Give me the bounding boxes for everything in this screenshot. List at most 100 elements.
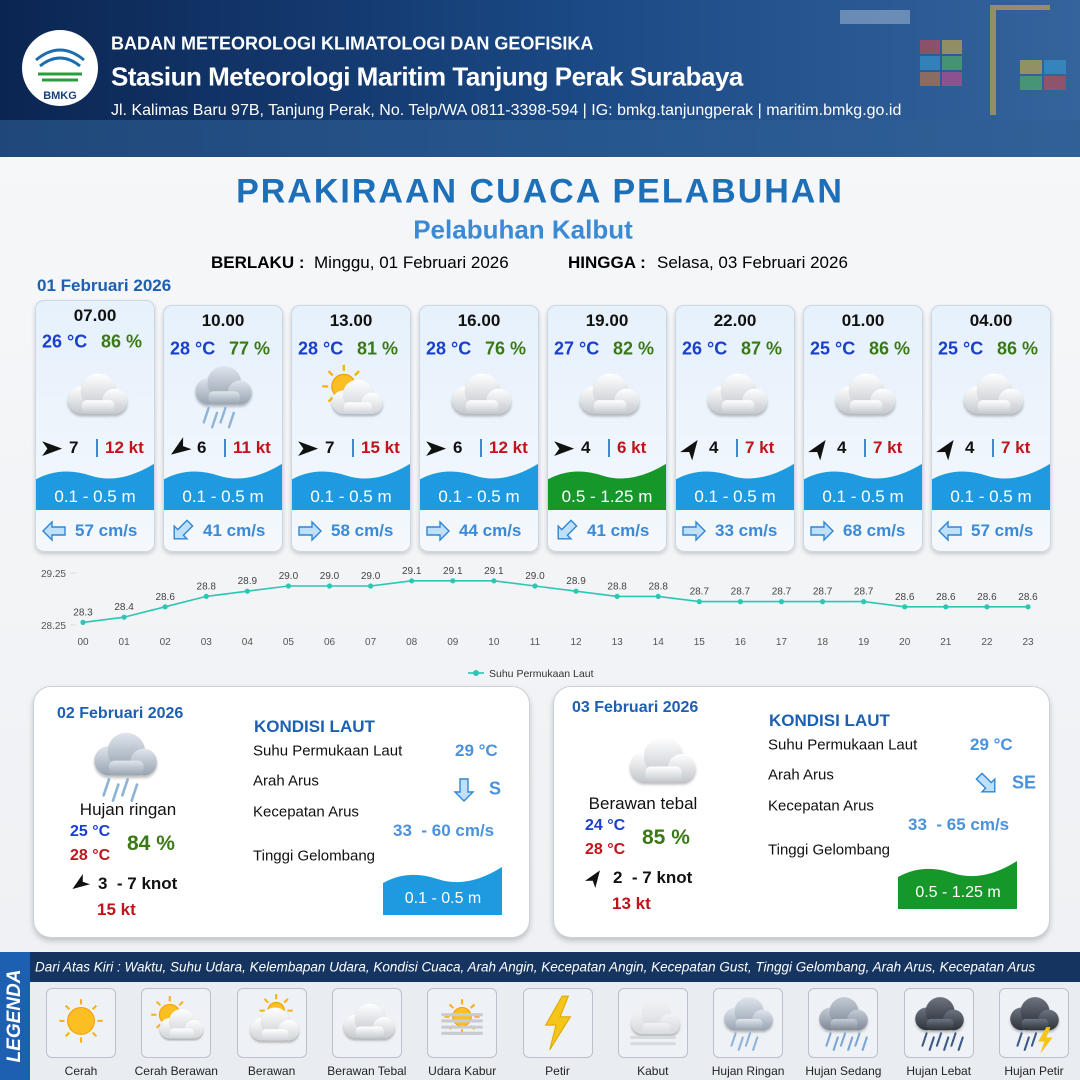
wind-direction bbox=[295, 436, 321, 462]
icon bbox=[315, 360, 387, 432]
cloud bbox=[629, 737, 696, 782]
cloud bbox=[835, 373, 896, 414]
data-label: 28.3 bbox=[73, 607, 93, 618]
station: Stasiun Meteorologi Maritim Tanjung Pera… bbox=[111, 61, 743, 92]
wave-height: 0.5 - 1.25 m bbox=[915, 884, 1001, 901]
weather-icon bbox=[724, 997, 773, 1051]
temperature: 25 °C bbox=[938, 338, 984, 359]
point bbox=[450, 578, 456, 584]
validity-to: Selasa, 03 Februari 2026 bbox=[657, 253, 848, 272]
weather-icon bbox=[67, 373, 128, 414]
x-tick-label: 15 bbox=[694, 637, 706, 648]
legend-label: Hujan Ringan bbox=[711, 1064, 785, 1078]
separator bbox=[480, 439, 482, 457]
wave-height: 0.1 - 0.5 m bbox=[694, 487, 776, 506]
weather-icon bbox=[707, 373, 768, 414]
data-label: 28.8 bbox=[197, 581, 217, 592]
wind-direction bbox=[167, 436, 193, 462]
wave-height: 0.1 - 0.5 m bbox=[182, 487, 264, 506]
cloud bbox=[819, 997, 869, 1031]
address: Jl. Kalimas Baru 97B, Tanjung Perak, No.… bbox=[111, 102, 902, 119]
rain bbox=[1016, 1032, 1038, 1051]
x-tick-label: 20 bbox=[899, 637, 911, 648]
wind-arrow bbox=[936, 439, 954, 461]
temperature: 26 °C bbox=[42, 331, 88, 352]
x-tick-label: 13 bbox=[612, 637, 624, 648]
sea-heading: KONDISI LAUT bbox=[769, 711, 890, 730]
current-speed: 33 - 65 cm/s bbox=[908, 815, 1010, 834]
humidity: 86 % bbox=[101, 331, 143, 352]
temperature: 28 °C bbox=[426, 338, 472, 359]
rain bbox=[921, 1032, 964, 1051]
wave bbox=[804, 463, 922, 510]
legend-band bbox=[30, 952, 1080, 982]
point bbox=[696, 599, 702, 605]
x-tick-label: 01 bbox=[119, 637, 131, 648]
label: Suhu Permukaan Laut bbox=[768, 736, 918, 754]
weather-icon bbox=[195, 366, 252, 429]
legend-label: Cerah Berawan bbox=[134, 1064, 218, 1078]
temperature: 28 °C bbox=[170, 338, 216, 359]
wind-arrow bbox=[170, 437, 192, 455]
x-tick-label: 12 bbox=[570, 637, 582, 648]
x-tick-label: 19 bbox=[858, 637, 870, 648]
wave bbox=[676, 463, 794, 510]
icon bbox=[699, 360, 771, 432]
separator bbox=[992, 439, 994, 457]
forecast-card bbox=[931, 305, 1051, 552]
condition: Berawan tebal bbox=[588, 794, 698, 813]
weather-icon bbox=[835, 373, 896, 414]
wave-height: 0.1 - 0.5 m bbox=[822, 487, 904, 506]
x-tick-label: 02 bbox=[160, 637, 172, 648]
weather-icon bbox=[1010, 997, 1059, 1054]
weather-icon bbox=[963, 373, 1024, 414]
current-speed: 41 cm/s bbox=[203, 521, 266, 540]
x-tick-label: 16 bbox=[735, 637, 747, 648]
weather-icon bbox=[249, 994, 299, 1041]
current-direction bbox=[425, 518, 451, 544]
legend-icon bbox=[808, 988, 879, 1058]
point bbox=[121, 614, 127, 620]
data-label: 28.6 bbox=[936, 592, 956, 603]
rain bbox=[202, 406, 235, 429]
icon bbox=[187, 360, 259, 432]
point bbox=[655, 593, 661, 599]
current-direction bbox=[41, 518, 67, 544]
forecast-card bbox=[419, 305, 539, 552]
icon bbox=[827, 360, 899, 432]
point bbox=[80, 619, 86, 625]
point bbox=[737, 599, 743, 605]
wind-direction bbox=[551, 436, 577, 462]
wind-direction bbox=[584, 867, 606, 889]
legend-icon bbox=[427, 988, 498, 1058]
legend-icon bbox=[331, 988, 402, 1058]
condition: Hujan ringan bbox=[79, 800, 177, 819]
forecast-card bbox=[163, 305, 283, 552]
wave-area bbox=[932, 462, 1050, 510]
weather-icon bbox=[441, 999, 483, 1035]
time: 10.00 bbox=[201, 311, 245, 330]
current-arrow bbox=[938, 520, 962, 542]
legend-label: Hujan Lebat bbox=[906, 1064, 972, 1078]
validity-label: BERLAKU : bbox=[211, 253, 305, 272]
wave bbox=[898, 861, 1017, 909]
day-date: 03 Februari 2026 bbox=[572, 699, 699, 716]
point bbox=[984, 604, 990, 610]
cloud bbox=[707, 373, 768, 414]
wave-area bbox=[383, 865, 502, 915]
wind-speed: 7 bbox=[325, 438, 335, 457]
data-label: 28.6 bbox=[895, 592, 915, 603]
containers bbox=[840, 5, 1066, 115]
data-label: 29.0 bbox=[525, 571, 545, 582]
forecast-card bbox=[291, 305, 411, 552]
current-speed: 58 cm/s bbox=[331, 521, 394, 540]
data-label: 28.7 bbox=[731, 587, 751, 598]
wind-speed: 2 - 7 knot bbox=[613, 868, 693, 887]
time: 22.00 bbox=[713, 311, 757, 330]
current-direction bbox=[681, 518, 707, 544]
haze bbox=[441, 1013, 483, 1035]
humidity: 86 % bbox=[997, 338, 1039, 359]
gust: 15 kt bbox=[97, 900, 136, 919]
icon bbox=[620, 722, 700, 802]
point bbox=[203, 593, 209, 599]
